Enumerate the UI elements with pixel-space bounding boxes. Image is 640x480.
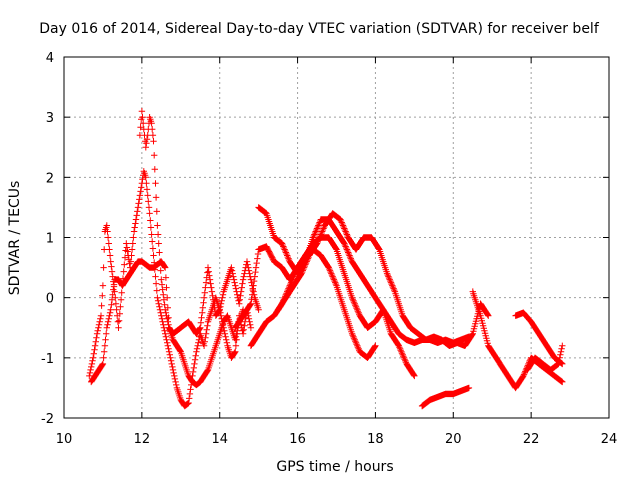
plus-markers [512, 309, 566, 368]
y-tick-label: -1 [41, 352, 54, 367]
series-track-a [86, 168, 255, 410]
y-tick-label: 1 [46, 232, 54, 247]
y-tick-label: 0 [46, 292, 54, 307]
plus-markers [136, 108, 262, 337]
plus-markers [418, 384, 473, 410]
x-tick-label: 14 [211, 432, 228, 447]
y-tick-label: -2 [41, 412, 54, 427]
series-track-g [247, 246, 379, 361]
series-track-h [418, 384, 473, 410]
y-tick-label: 3 [46, 111, 54, 126]
plus-markers [88, 258, 247, 389]
x-tick-label: 10 [56, 432, 73, 447]
x-tick-label: 12 [134, 432, 151, 447]
x-axis-label: GPS time / hours [276, 459, 393, 475]
y-axis-label: SDTVAR / TECUs [7, 181, 23, 296]
plus-markers [274, 210, 492, 349]
series-track-i [469, 288, 566, 392]
plus-markers [247, 246, 379, 361]
plus-markers [86, 168, 255, 410]
series-track-c [136, 108, 262, 337]
y-tick-label: 4 [46, 51, 54, 66]
plus-markers [469, 288, 566, 392]
series-track-b [88, 258, 247, 389]
series-track-f [274, 210, 492, 349]
plus-markers [524, 342, 566, 374]
chart-title: Day 016 of 2014, Sidereal Day-to-day VTE… [39, 21, 600, 37]
x-tick-label: 24 [601, 432, 618, 447]
x-tick-label: 22 [523, 432, 540, 447]
series-track-k [524, 342, 566, 374]
x-tick-label: 18 [367, 432, 384, 447]
x-tick-label: 16 [289, 432, 306, 447]
series-track-j [512, 309, 566, 368]
y-tick-label: 2 [46, 171, 54, 186]
data-marks [86, 108, 566, 410]
x-tick-label: 20 [445, 432, 462, 447]
